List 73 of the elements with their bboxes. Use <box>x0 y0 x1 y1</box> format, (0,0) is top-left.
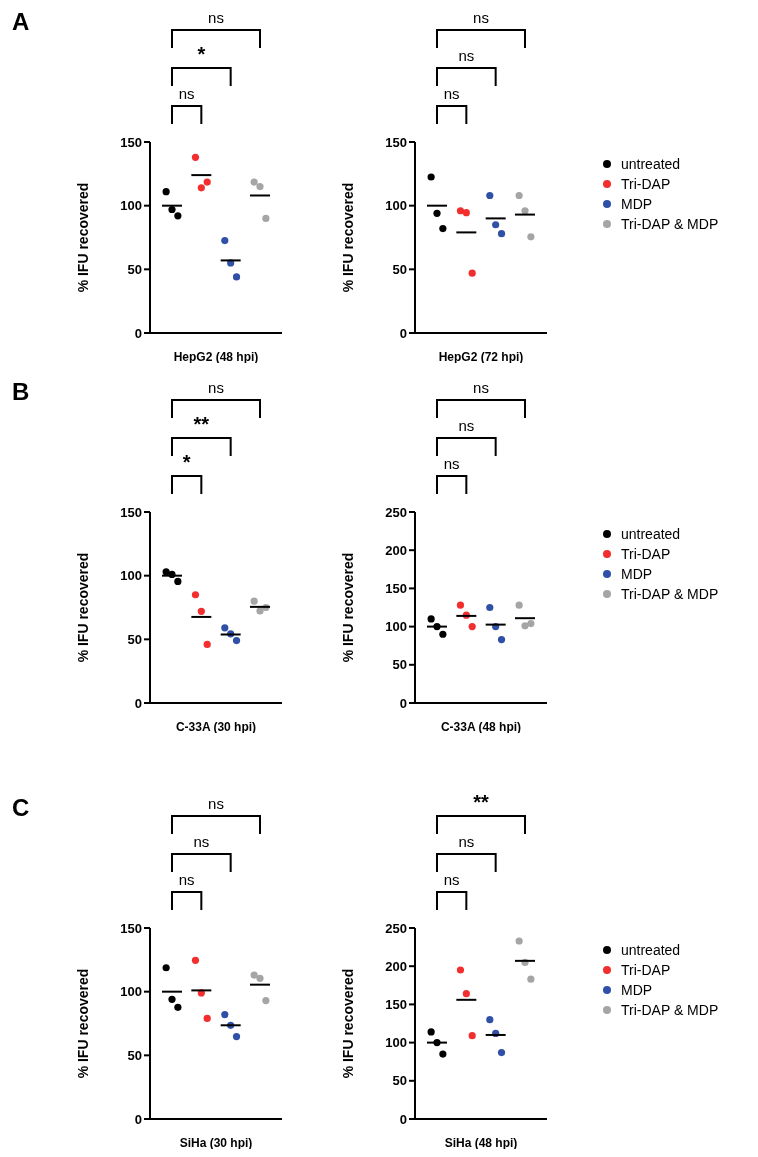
text: ns <box>458 47 475 64</box>
x-axis-title: SiHa (30 hpi) <box>179 1136 253 1150</box>
y-tick-label: 100 <box>385 1035 407 1051</box>
legend-label: Tri-DAP <box>621 176 671 192</box>
y-tick-label: 200 <box>385 542 407 558</box>
chart-title: C <box>12 794 30 822</box>
chart-title: B <box>12 378 30 406</box>
legend-label: untreated <box>621 526 681 542</box>
y-tick-label: 100 <box>120 198 142 214</box>
y-tick-label: 250 <box>385 920 407 936</box>
text: ns <box>208 379 224 396</box>
text: ns <box>473 379 489 396</box>
y-axis-title: % IFU recovered <box>339 968 356 1079</box>
y-tick-label: 150 <box>120 134 142 150</box>
y-tick-label: 250 <box>385 504 407 520</box>
y-tick-label: 0 <box>134 1111 142 1127</box>
y-tick-label: 150 <box>385 134 407 150</box>
text: ns <box>178 85 195 102</box>
legend-label: Tri-DAP & MDP <box>621 1002 719 1018</box>
y-tick-label: 0 <box>399 1111 407 1127</box>
legend-label: untreated <box>621 942 681 958</box>
x-axis-title: HepG2 (48 hpi) <box>173 350 259 364</box>
y-tick-label: 50 <box>127 261 142 277</box>
legend-label: Tri-DAP & MDP <box>621 216 719 232</box>
x-axis-title: HepG2 (72 hpi) <box>438 350 524 364</box>
x-axis-title: C-33A (48 hpi) <box>440 720 522 734</box>
legend-label: Tri-DAP <box>621 962 671 978</box>
y-axis-title: % IFU recovered <box>339 182 356 293</box>
chart-title: A <box>12 8 30 36</box>
text: * <box>197 43 206 65</box>
y-axis-title: % IFU recovered <box>74 182 91 293</box>
text: ns <box>208 795 224 812</box>
y-tick-label: 150 <box>385 997 407 1013</box>
legend-label: MDP <box>621 566 653 582</box>
x-axis-title: SiHa (48 hpi) <box>444 1136 518 1150</box>
text: ns <box>473 9 489 26</box>
text: ns <box>443 871 460 888</box>
legend-label: untreated <box>621 156 681 172</box>
y-tick-label: 200 <box>385 958 407 974</box>
y-tick-label: 0 <box>399 325 407 341</box>
y-tick-label: 100 <box>385 198 407 214</box>
y-tick-label: 50 <box>392 1073 407 1089</box>
y-tick-label: 0 <box>134 695 142 711</box>
x-axis-title: C-33A (30 hpi) <box>175 720 257 734</box>
legend-label: Tri-DAP & MDP <box>621 586 719 602</box>
text: ns <box>458 833 475 850</box>
y-tick-label: 150 <box>120 920 142 936</box>
text: ns <box>443 85 460 102</box>
y-tick-label: 0 <box>134 325 142 341</box>
legend-label: Tri-DAP <box>621 546 671 562</box>
text: ** <box>473 791 489 813</box>
text: ns <box>458 417 475 434</box>
text: * <box>182 451 191 473</box>
y-axis-title: % IFU recovered <box>74 968 91 1079</box>
y-tick-label: 0 <box>399 695 407 711</box>
y-tick-label: 50 <box>392 261 407 277</box>
text: ** <box>193 413 210 435</box>
text: ns <box>443 455 460 472</box>
text: ns <box>208 9 224 26</box>
y-tick-label: 50 <box>127 631 142 647</box>
y-tick-label: 150 <box>385 581 407 597</box>
y-tick-label: 100 <box>120 568 142 584</box>
y-tick-label: 50 <box>127 1047 142 1063</box>
y-tick-label: 50 <box>392 657 407 673</box>
legend-label: MDP <box>621 196 653 212</box>
y-tick-label: 100 <box>120 984 142 1000</box>
y-axis-title: % IFU recovered <box>74 552 91 663</box>
text: ns <box>178 871 195 888</box>
y-tick-label: 150 <box>120 504 142 520</box>
text: ns <box>193 833 210 850</box>
y-axis-title: % IFU recovered <box>339 552 356 663</box>
y-tick-label: 100 <box>385 619 407 635</box>
legend-label: MDP <box>621 982 653 998</box>
